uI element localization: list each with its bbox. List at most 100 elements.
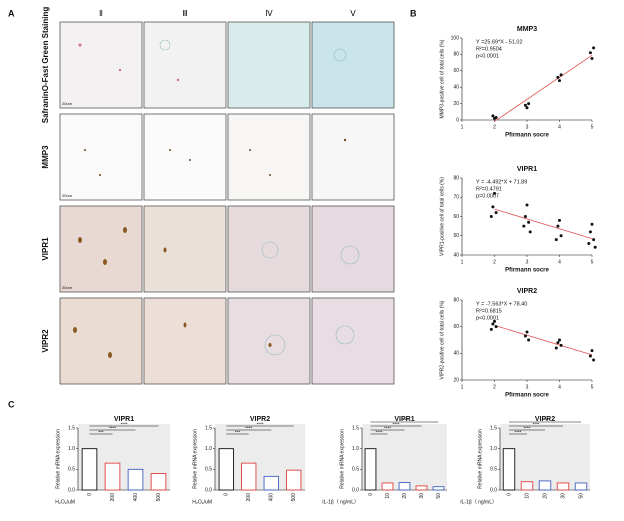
- micrograph: [311, 113, 395, 201]
- y-tick-label: 1.0: [68, 446, 75, 452]
- data-point: [554, 238, 558, 242]
- y-tick-label: 80: [453, 175, 459, 181]
- x-tick-label: 5: [591, 259, 594, 265]
- bar: [381, 482, 394, 491]
- micrograph: [59, 297, 143, 385]
- significance-label: ****: [523, 426, 530, 431]
- stain-dots: [73, 227, 272, 358]
- y-tick-label: 1.0: [490, 446, 497, 452]
- micrograph: [143, 113, 227, 201]
- x-tick-label: 10: [385, 493, 391, 499]
- bar: [398, 482, 411, 491]
- data-point: [590, 349, 594, 353]
- y-tick-label: 60: [453, 68, 459, 74]
- micrograph: [311, 21, 395, 109]
- data-point: [527, 220, 531, 224]
- y-tick-label: 100: [451, 35, 460, 41]
- micrograph: [227, 21, 311, 109]
- micrograph: [143, 21, 227, 109]
- y-axis-label: VIPR1-positive cell of total cells (%): [439, 177, 445, 256]
- trend-line: [494, 324, 593, 356]
- bar: [574, 482, 588, 491]
- annotation: p<0.0001: [476, 315, 499, 321]
- y-tick-label: 20: [453, 377, 459, 383]
- y-tick-label: 0.5: [490, 467, 497, 473]
- micrograph: [59, 205, 143, 293]
- y-axis-label: Relative mRNA expression: [192, 429, 198, 489]
- y-tick-label: 40: [453, 351, 459, 357]
- bar: [502, 448, 516, 491]
- significance-label: ***: [235, 430, 241, 435]
- data-point: [525, 106, 529, 110]
- x-tick-label: 5: [591, 384, 594, 390]
- y-tick-label: 0.0: [68, 487, 75, 493]
- significance-label: ****: [256, 422, 263, 427]
- data-point: [559, 234, 563, 238]
- annotation: p=0.0007: [476, 193, 499, 199]
- data-point: [527, 338, 531, 342]
- x-tick-label: 30: [419, 493, 425, 499]
- bar: [81, 448, 98, 491]
- column-header: Ⅳ: [265, 9, 273, 18]
- x-tick-label: 3: [526, 124, 529, 130]
- chart-title: VIPR2: [517, 288, 537, 295]
- y-tick-label: 0.5: [352, 467, 359, 473]
- x-tick-label: 3: [526, 384, 529, 390]
- bar: [263, 475, 279, 491]
- bar: [538, 480, 552, 491]
- x-tick-label: 500: [291, 493, 297, 502]
- significance-label: ****: [532, 422, 539, 427]
- significance-label: ****: [401, 418, 408, 423]
- data-point: [559, 343, 563, 347]
- data-point: [556, 75, 560, 79]
- bar: [241, 462, 257, 491]
- y-tick-label: 60: [453, 324, 459, 330]
- y-tick-label: 0.5: [205, 467, 212, 473]
- data-point: [587, 241, 591, 245]
- y-tick-label: 0.0: [352, 487, 359, 493]
- chart-title: VIPR2: [535, 416, 555, 423]
- trend-line: [494, 54, 593, 122]
- x-axis-label: IL-1β（ ng/mL）: [322, 499, 359, 505]
- x-tick-label: 50: [436, 493, 442, 499]
- y-tick-label: 70: [453, 195, 459, 201]
- stain-dots: [84, 138, 347, 176]
- data-point: [489, 327, 493, 331]
- panel-label: B: [410, 8, 417, 18]
- y-tick-label: 0.5: [68, 467, 75, 473]
- chart-title: VIPR2: [250, 416, 270, 423]
- micrograph: [227, 297, 311, 385]
- y-tick-label: 0.0: [490, 487, 497, 493]
- x-tick-label: 200: [246, 493, 252, 502]
- x-tick-label: 50: [578, 493, 584, 499]
- significance-label: ****: [109, 426, 116, 431]
- x-tick-label: 4: [558, 384, 561, 390]
- micrograph-grid: 20um 20um 20um: [59, 21, 395, 385]
- x-tick-label: 3: [526, 259, 529, 265]
- data-point: [493, 319, 496, 323]
- x-axis-label: IL-1β（ ng/mL）: [460, 499, 497, 505]
- data-point: [523, 334, 527, 338]
- x-tick-label: 10: [524, 493, 530, 499]
- panel-label: A: [8, 8, 15, 18]
- x-tick-label: 400: [269, 493, 275, 502]
- x-tick-label: 30: [560, 493, 566, 499]
- x-tick-label: 20: [402, 493, 408, 499]
- data-point: [494, 325, 498, 329]
- data-point: [590, 222, 594, 226]
- bar: [127, 468, 144, 491]
- bar: [286, 469, 302, 491]
- data-point: [556, 224, 560, 228]
- data-point: [559, 73, 563, 77]
- scale-bar-label: 20um: [62, 193, 73, 198]
- chart-title: MMP3: [517, 26, 537, 33]
- data-point: [588, 354, 592, 358]
- data-point: [592, 238, 596, 242]
- column-header: Ⅴ: [350, 9, 356, 18]
- data-point: [558, 218, 561, 222]
- y-tick-label: 0.0: [205, 487, 212, 493]
- data-point: [588, 230, 592, 234]
- data-point: [592, 46, 596, 50]
- y-axis-label: VIPR2-positive cell of total cells (%): [439, 300, 445, 379]
- chart-title: VIPR1: [114, 416, 134, 423]
